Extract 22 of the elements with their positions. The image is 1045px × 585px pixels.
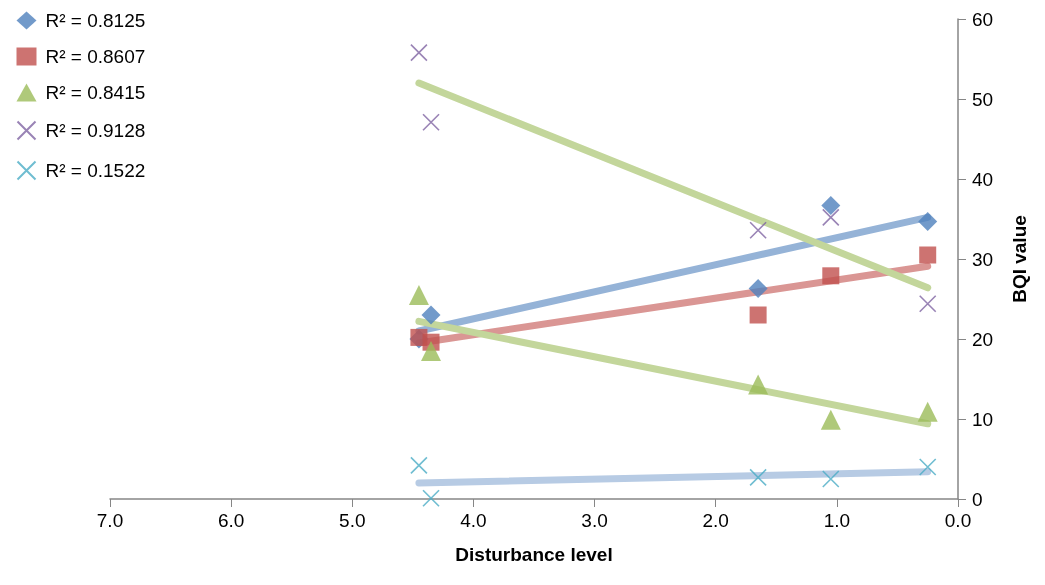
y-tick-label: 20 [972,328,994,350]
x-tick-label: 1.0 [823,510,851,531]
y-tick-label: 60 [972,8,994,30]
y-tick-label: 0 [972,488,983,510]
y-tick-label: 50 [972,88,994,110]
legend-label: R² = 0.8125 [45,10,146,31]
y-axis-title: BQI value [1009,215,1030,303]
legend-label: R² = 0.1522 [45,160,146,181]
x-tick-label: 7.0 [96,510,124,531]
legend-label: R² = 0.8607 [45,46,146,67]
y-tick-label: 10 [972,408,994,430]
x-tick-label: 0.0 [944,510,972,531]
x-tick-label: 5.0 [339,510,366,531]
legend-label: R² = 0.8415 [45,82,146,103]
x-tick-label: 6.0 [217,510,245,531]
y-tick-label: 40 [972,168,994,190]
legend-label: R² = 0.9128 [45,120,146,141]
y-tick-label: 30 [972,248,994,270]
x-tick-label: 4.0 [460,510,487,531]
x-tick-label: 3.0 [581,510,608,531]
x-tick-label: 2.0 [702,510,729,531]
x-axis-title: Disturbance level [455,544,613,565]
